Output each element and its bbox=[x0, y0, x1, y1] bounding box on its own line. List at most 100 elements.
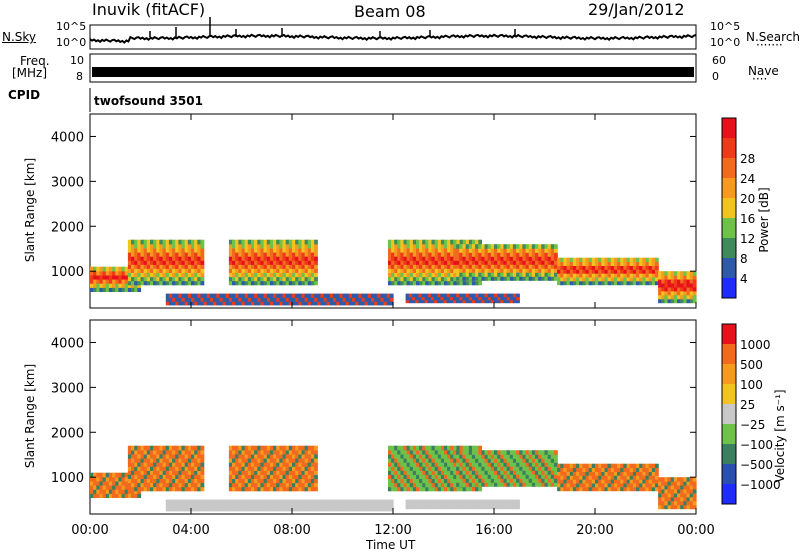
velocity-cell bbox=[478, 462, 482, 467]
power-cell bbox=[295, 301, 299, 306]
velocity-cell bbox=[172, 453, 176, 459]
velocity-cell bbox=[601, 467, 606, 472]
power-cell bbox=[494, 252, 498, 257]
velocity-cell bbox=[181, 458, 186, 463]
power-cell bbox=[500, 260, 505, 265]
power-cell bbox=[397, 260, 401, 265]
power-cell bbox=[172, 276, 176, 282]
velocity-cell bbox=[497, 505, 501, 510]
velocity-cell bbox=[651, 475, 656, 480]
power-cell bbox=[406, 264, 411, 269]
velocity-cell bbox=[572, 475, 577, 480]
velocity-cell bbox=[323, 503, 328, 508]
power-cell bbox=[238, 264, 243, 269]
power-cell bbox=[497, 256, 501, 261]
power-cell bbox=[689, 298, 694, 304]
power-cell bbox=[557, 257, 561, 263]
power-cell bbox=[181, 239, 186, 245]
velocity-cell bbox=[112, 489, 116, 494]
velocity-cell bbox=[468, 466, 473, 471]
velocity-cell bbox=[397, 470, 401, 475]
velocity-cell bbox=[465, 458, 470, 463]
velocity-cell bbox=[397, 478, 401, 484]
velocity-cell bbox=[257, 466, 262, 471]
velocity-cell bbox=[588, 486, 593, 492]
velocity-cell bbox=[184, 499, 189, 504]
velocity-cell bbox=[241, 486, 246, 492]
velocity-cell bbox=[247, 499, 252, 504]
power-cell bbox=[572, 257, 577, 263]
power-cell bbox=[228, 272, 233, 278]
velocity-cell bbox=[146, 458, 151, 463]
velocity-cell bbox=[419, 462, 423, 467]
power-cell bbox=[172, 272, 176, 278]
velocity-cell bbox=[263, 499, 268, 504]
velocity-cell bbox=[468, 458, 473, 463]
power-cell bbox=[494, 264, 498, 269]
velocity-cell bbox=[301, 445, 306, 451]
velocity-cell bbox=[241, 466, 246, 471]
velocity-cell bbox=[165, 503, 170, 508]
velocity-cell bbox=[228, 458, 233, 463]
velocity-cell bbox=[266, 486, 271, 492]
power-cell bbox=[238, 268, 243, 273]
power-cell bbox=[431, 256, 436, 261]
power-cell bbox=[541, 264, 546, 269]
power-cell bbox=[247, 252, 252, 257]
velocity-cell bbox=[105, 480, 110, 486]
power-cell bbox=[434, 252, 439, 257]
velocity-cell bbox=[156, 470, 161, 475]
power-cell bbox=[572, 276, 577, 282]
power-cell bbox=[292, 280, 296, 286]
power-cell bbox=[453, 272, 457, 278]
velocity-cell bbox=[146, 482, 151, 488]
velocity-cell bbox=[481, 502, 486, 507]
velocity-cell bbox=[651, 463, 656, 469]
velocity-cell bbox=[194, 503, 198, 508]
velocity-cell bbox=[115, 480, 120, 486]
power-cell bbox=[554, 252, 558, 257]
velocity-cell bbox=[301, 458, 306, 463]
velocity-cell bbox=[266, 458, 271, 463]
power-cell bbox=[159, 276, 164, 282]
velocity-cell bbox=[481, 478, 486, 483]
power-cell bbox=[428, 243, 433, 249]
power-cell bbox=[428, 280, 433, 286]
velocity-cell bbox=[670, 481, 675, 486]
velocity-cell bbox=[664, 504, 669, 510]
power-cell bbox=[137, 239, 142, 245]
velocity-cell bbox=[342, 507, 347, 512]
velocity-cell bbox=[241, 474, 246, 479]
power-cell bbox=[323, 301, 328, 306]
velocity-cell bbox=[187, 499, 192, 504]
power-cell bbox=[301, 268, 306, 273]
power-cell bbox=[522, 268, 527, 273]
velocity-cell bbox=[563, 467, 568, 472]
velocity-cell bbox=[629, 463, 634, 469]
velocity-cell bbox=[118, 472, 123, 478]
power-cell bbox=[273, 280, 277, 286]
power-cell bbox=[241, 239, 246, 245]
power-cell bbox=[607, 261, 612, 266]
power-cell bbox=[191, 293, 195, 298]
power-cell bbox=[471, 299, 476, 304]
power-cell bbox=[450, 264, 454, 269]
velocity-cell bbox=[456, 499, 460, 504]
velocity-cell bbox=[339, 503, 344, 508]
power-cell bbox=[437, 299, 441, 304]
power-cell bbox=[244, 243, 249, 249]
velocity-cell bbox=[386, 499, 391, 504]
velocity-cell bbox=[150, 466, 154, 471]
velocity-cell bbox=[263, 445, 268, 451]
power-cell bbox=[503, 252, 508, 257]
power-cell bbox=[200, 276, 205, 282]
power-cell bbox=[367, 301, 372, 306]
velocity-cell bbox=[355, 507, 359, 512]
velocity-cell bbox=[292, 474, 296, 479]
velocity-cell bbox=[285, 499, 290, 504]
velocity-cell bbox=[304, 478, 309, 484]
power-cell bbox=[547, 260, 552, 265]
power-cell bbox=[453, 260, 457, 265]
power-cell bbox=[263, 247, 268, 253]
power-cell bbox=[500, 299, 505, 304]
